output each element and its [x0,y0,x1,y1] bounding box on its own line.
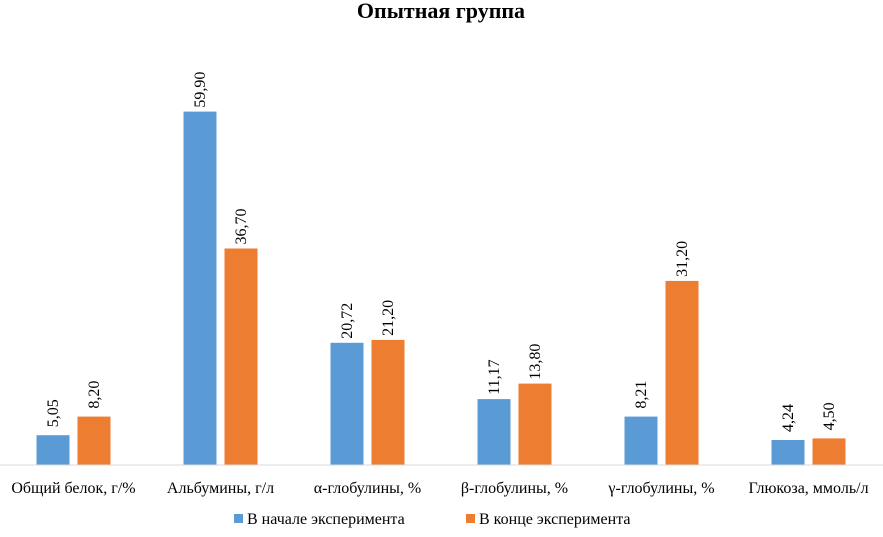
legend: В начале эксперимента В конце эксперимент… [234,511,631,528]
bar-series1-6 [771,440,805,465]
data-label-series1-1: 5,05 [45,399,62,427]
data-label-series2-4: 13,80 [527,344,544,380]
legend-label-2: В конце эксперимента [479,511,631,528]
category-label-2: Альбумины, г/л [167,480,274,497]
bar-series1-2 [183,111,217,465]
data-label-series2-6: 4,50 [821,402,838,430]
bars-layer [36,111,846,465]
bar-series1-5 [624,416,658,465]
data-label-series1-2: 59,90 [192,72,209,108]
data-label-series2-1: 8,20 [86,381,103,409]
category-label-6: Глюкоза, ммоль/л [748,480,868,497]
bar-series1-3 [330,342,364,465]
data-label-series2-2: 36,70 [233,209,250,245]
category-label-1: Общий белок, г/% [11,480,135,497]
bar-series2-3 [371,339,405,465]
category-label-4: β-глобулины, % [461,480,568,497]
legend-swatch-2 [466,514,475,523]
data-label-series1-5: 8,21 [633,381,650,409]
data-label-series2-3: 21,20 [380,300,397,336]
category-label-5: γ-глобулины, % [607,480,714,497]
data-label-series1-4: 11,17 [486,359,503,394]
category-labels-layer: Общий белок, г/% Альбумины, г/л α-глобулин… [11,480,868,497]
bar-series2-5 [665,280,699,465]
category-label-3: α-глобулины, % [314,480,421,497]
bar-series2-6 [812,438,846,465]
data-labels-layer: 5,05 8,20 59,90 36,70 20,72 21,20 11,17 13,80 8,… [45,72,838,432]
bar-series1-1 [36,435,70,465]
legend-label-1: В начале эксперимента [247,511,405,528]
data-label-series2-5: 31,20 [674,241,691,277]
data-label-series1-6: 4,24 [780,404,797,432]
legend-swatch-1 [234,514,243,523]
bar-series2-1 [77,416,111,465]
data-label-series1-3: 20,72 [339,303,356,339]
bar-series2-4 [518,383,552,465]
chart-title: Опытная группа [357,0,525,23]
bar-series1-4 [477,399,511,465]
bar-series2-2 [224,248,258,465]
